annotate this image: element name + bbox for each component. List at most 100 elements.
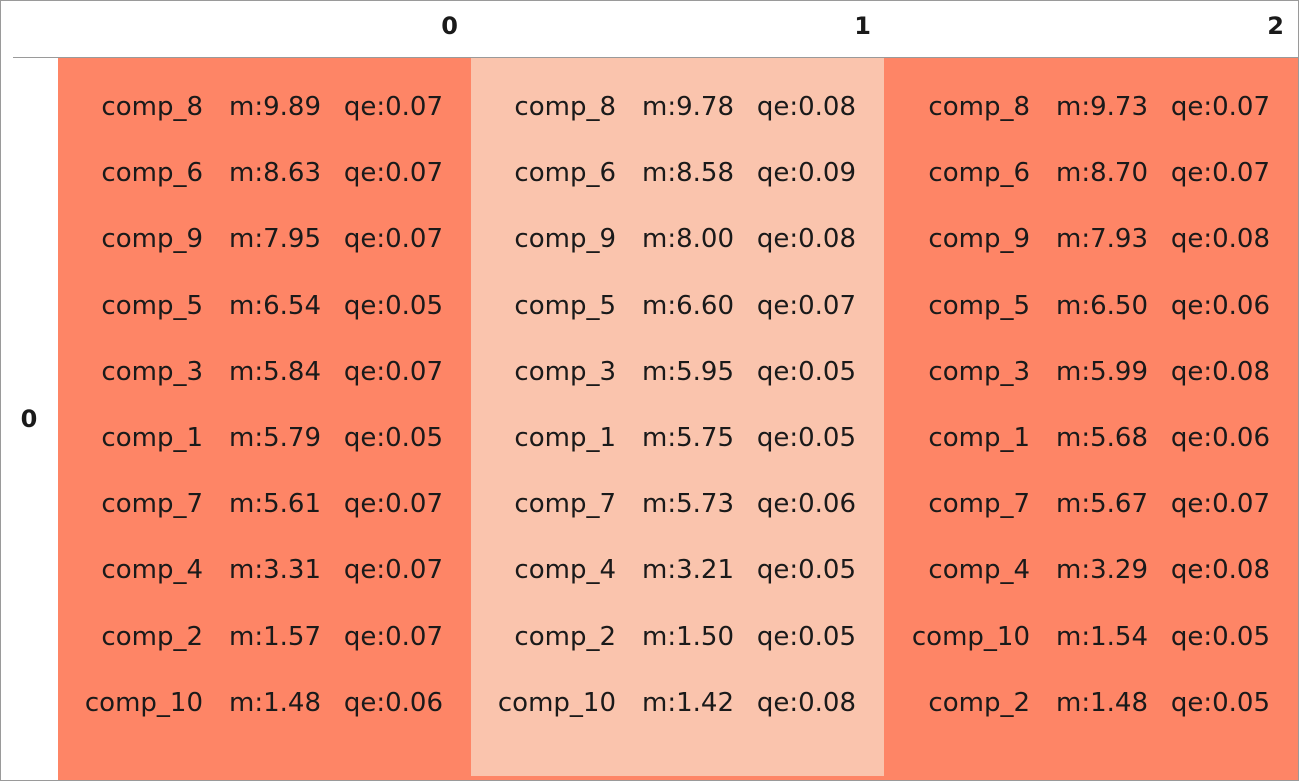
list-item: comp_10 m:1.42 qe:0.08 — [471, 683, 884, 723]
list-item: comp_2 m:1.50 qe:0.05 — [471, 617, 884, 657]
list-item: comp_3 m:5.95 qe:0.05 — [471, 352, 884, 392]
m-value: m:5.73 — [642, 489, 734, 520]
component-name: comp_10 — [497, 687, 616, 718]
component-name: comp_4 — [928, 555, 1030, 586]
qe-value: qe:0.05 — [1170, 687, 1270, 718]
list-item: comp_5 m:6.54 qe:0.05 — [58, 286, 471, 326]
component-name: comp_8 — [101, 92, 203, 122]
list-item: comp_3 m:5.84 qe:0.07 — [58, 352, 471, 392]
qe-value: qe:0.07 — [1170, 92, 1270, 122]
m-value: m:8.70 — [1056, 158, 1148, 189]
component-name: comp_6 — [928, 158, 1030, 189]
component-name: comp_10 — [84, 687, 203, 718]
list-item: comp_7 m:5.61 qe:0.07 — [58, 484, 471, 524]
component-name: comp_4 — [101, 555, 203, 586]
list-item: comp_10 m:1.54 qe:0.05 — [884, 617, 1298, 657]
qe-value: qe:0.07 — [1170, 489, 1270, 520]
qe-value: qe:0.06 — [1170, 423, 1270, 453]
m-value: m:5.84 — [229, 356, 321, 387]
component-name: comp_4 — [514, 555, 616, 586]
qe-value: qe:0.05 — [756, 356, 856, 387]
list-item: comp_5 m:6.50 qe:0.06 — [884, 286, 1298, 326]
header-divider — [13, 57, 1298, 58]
list-item: comp_8 m:9.73 qe:0.07 — [884, 87, 1298, 127]
column-header-2: 2 — [1267, 12, 1284, 40]
m-value: m:6.54 — [229, 290, 321, 321]
m-value: m:1.48 — [1056, 687, 1148, 718]
component-name: comp_2 — [514, 621, 616, 652]
m-value: m:3.29 — [1056, 555, 1148, 586]
list-item: comp_4 m:3.29 qe:0.08 — [884, 550, 1298, 590]
m-value: m:5.61 — [229, 489, 321, 520]
qe-value: qe:0.06 — [1170, 290, 1270, 321]
qe-value: qe:0.08 — [756, 92, 856, 122]
m-value: m:7.93 — [1056, 224, 1148, 255]
component-name: comp_1 — [101, 423, 203, 453]
list-item: comp_7 m:5.73 qe:0.06 — [471, 484, 884, 524]
m-value: m:6.50 — [1056, 290, 1148, 321]
qe-value: qe:0.07 — [756, 290, 856, 321]
qe-value: qe:0.08 — [1170, 555, 1270, 586]
qe-value: qe:0.07 — [343, 356, 443, 387]
component-name: comp_9 — [928, 224, 1030, 255]
list-item: comp_8 m:9.78 qe:0.08 — [471, 87, 884, 127]
component-name: comp_9 — [101, 224, 203, 255]
list-item: comp_10 m:1.48 qe:0.06 — [58, 683, 471, 723]
m-value: m:1.54 — [1056, 621, 1148, 652]
component-name: comp_1 — [928, 423, 1030, 453]
m-value: m:8.63 — [229, 158, 321, 189]
list-item: comp_9 m:7.93 qe:0.08 — [884, 219, 1298, 259]
list-item: comp_4 m:3.21 qe:0.05 — [471, 550, 884, 590]
component-name: comp_7 — [101, 489, 203, 520]
m-value: m:3.31 — [229, 555, 321, 586]
m-value: m:9.89 — [229, 92, 321, 122]
qe-value: qe:0.05 — [756, 555, 856, 586]
list-item: comp_5 m:6.60 qe:0.07 — [471, 286, 884, 326]
component-name: comp_9 — [514, 224, 616, 255]
m-value: m:6.60 — [642, 290, 734, 321]
component-name: comp_6 — [514, 158, 616, 189]
qe-value: qe:0.07 — [343, 158, 443, 189]
qe-value: qe:0.08 — [1170, 356, 1270, 387]
m-value: m:1.48 — [229, 687, 321, 718]
qe-value: qe:0.05 — [343, 290, 443, 321]
list-item: comp_6 m:8.70 qe:0.07 — [884, 153, 1298, 193]
column-header-1: 1 — [854, 12, 871, 40]
qe-value: qe:0.07 — [343, 555, 443, 586]
qe-value: qe:0.06 — [343, 687, 443, 718]
qe-value: qe:0.07 — [343, 621, 443, 652]
component-name: comp_3 — [928, 356, 1030, 387]
qe-value: qe:0.07 — [343, 489, 443, 520]
component-name: comp_8 — [928, 92, 1030, 122]
list-item: comp_9 m:8.00 qe:0.08 — [471, 219, 884, 259]
component-name: comp_2 — [101, 621, 203, 652]
list-item: comp_6 m:8.58 qe:0.09 — [471, 153, 884, 193]
list-item: comp_4 m:3.31 qe:0.07 — [58, 550, 471, 590]
qe-value: qe:0.08 — [1170, 224, 1270, 255]
m-value: m:5.99 — [1056, 356, 1148, 387]
m-value: m:5.75 — [642, 423, 734, 453]
m-value: m:9.78 — [642, 92, 734, 122]
qe-value: qe:0.08 — [756, 224, 856, 255]
table-cell-0-0: comp_8 m:9.89 qe:0.07 comp_6 m:8.63 qe:0.07 co… — [58, 58, 471, 776]
component-name: comp_1 — [514, 423, 616, 453]
row-header-0: 0 — [20, 405, 38, 433]
qe-value: qe:0.07 — [343, 224, 443, 255]
qe-value: qe:0.07 — [343, 92, 443, 122]
qe-value: qe:0.07 — [1170, 158, 1270, 189]
component-name: comp_7 — [928, 489, 1030, 520]
m-value: m:5.95 — [642, 356, 734, 387]
qe-value: qe:0.05 — [343, 423, 443, 453]
m-value: m:5.68 — [1056, 423, 1148, 453]
list-item: comp_3 m:5.99 qe:0.08 — [884, 352, 1298, 392]
component-name: comp_5 — [514, 290, 616, 321]
list-item: comp_1 m:5.68 qe:0.06 — [884, 418, 1298, 458]
component-name: comp_6 — [101, 158, 203, 189]
qe-value: qe:0.09 — [756, 158, 856, 189]
component-name: comp_2 — [928, 687, 1030, 718]
table-cell-0-2: comp_8 m:9.73 qe:0.07 comp_6 m:8.70 qe:0.07 co… — [884, 58, 1298, 776]
m-value: m:5.67 — [1056, 489, 1148, 520]
m-value: m:1.57 — [229, 621, 321, 652]
m-value: m:5.79 — [229, 423, 321, 453]
qe-value: qe:0.05 — [756, 621, 856, 652]
